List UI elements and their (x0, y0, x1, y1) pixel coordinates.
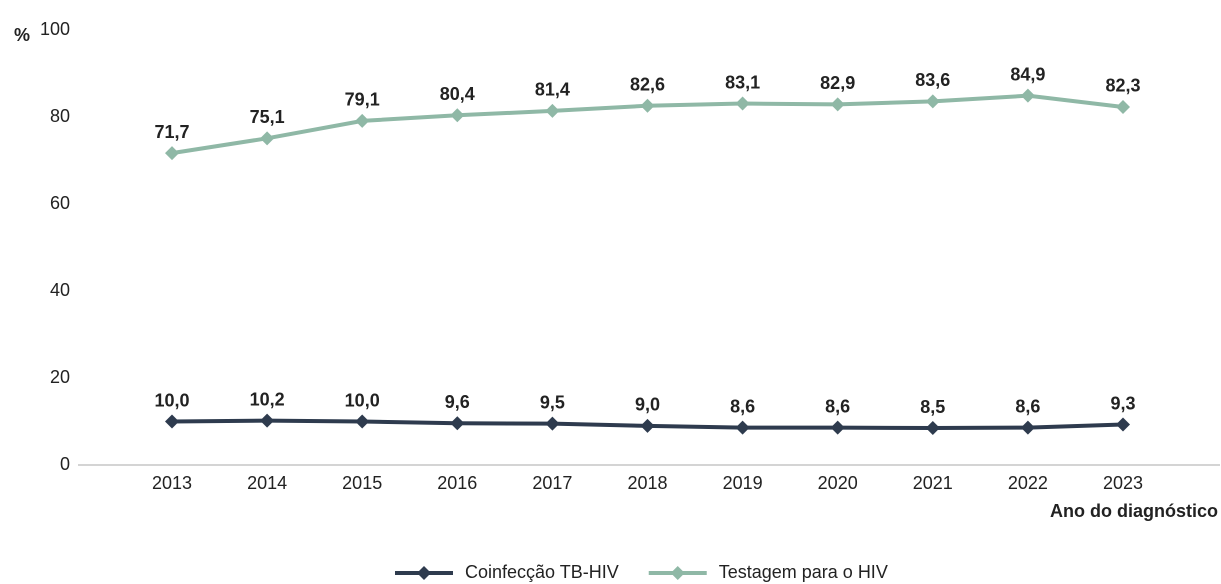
value-label: 10,0 (154, 390, 189, 410)
point (260, 131, 275, 146)
x-tick-label: 2014 (247, 473, 287, 493)
value-label: 83,1 (725, 72, 760, 92)
x-tick-label: 2021 (913, 473, 953, 493)
point (830, 97, 845, 112)
value-label: 71,7 (154, 122, 189, 142)
value-label: 83,6 (915, 70, 950, 90)
x-tick-label: 2013 (152, 473, 192, 493)
value-label: 9,0 (635, 395, 660, 415)
x-tick-label: 2020 (818, 473, 858, 493)
point (450, 108, 465, 123)
point (545, 416, 560, 431)
point (925, 94, 940, 109)
value-label: 79,1 (345, 90, 380, 110)
legend-marker (417, 566, 431, 580)
point (925, 421, 940, 436)
value-label: 8,6 (1015, 396, 1040, 416)
x-tick-label: 2016 (437, 473, 477, 493)
value-label: 8,6 (730, 396, 755, 416)
y-axis-label: % (14, 25, 30, 45)
point (260, 413, 275, 428)
point (1116, 417, 1130, 432)
point (450, 416, 465, 431)
point (165, 414, 179, 429)
y-tick-label: 0 (60, 454, 70, 474)
value-label: 82,9 (820, 73, 855, 93)
value-label: 9,6 (445, 392, 470, 412)
x-tick-label: 2019 (723, 473, 763, 493)
value-label: 80,4 (440, 84, 475, 104)
value-label: 75,1 (250, 107, 285, 127)
x-tick-label: 2015 (342, 473, 382, 493)
value-label: 10,2 (250, 389, 285, 409)
x-axis-label: Ano do diagnóstico (1050, 501, 1218, 521)
point (640, 418, 655, 433)
y-tick-label: 100 (40, 19, 70, 39)
point (830, 420, 845, 435)
y-tick-label: 60 (50, 193, 70, 213)
legend-label: Testagem para o HIV (719, 562, 888, 582)
x-tick-label: 2018 (627, 473, 667, 493)
x-tick-label: 2022 (1008, 473, 1048, 493)
point (165, 146, 179, 161)
legend-label: Coinfecção TB-HIV (465, 562, 619, 582)
point (1116, 99, 1130, 114)
value-label: 9,5 (540, 392, 565, 412)
y-tick-label: 20 (50, 367, 70, 387)
value-label: 81,4 (535, 80, 570, 100)
x-tick-label: 2017 (532, 473, 572, 493)
point (1020, 420, 1035, 435)
value-label: 82,6 (630, 74, 665, 94)
value-label: 10,0 (345, 390, 380, 410)
value-label: 82,3 (1105, 76, 1140, 96)
point (355, 414, 370, 429)
y-tick-label: 80 (50, 106, 70, 126)
y-tick-label: 40 (50, 280, 70, 300)
legend-marker (670, 566, 685, 580)
point (735, 96, 750, 111)
x-tick-label: 2023 (1103, 473, 1143, 493)
point (1020, 88, 1035, 103)
value-label: 8,6 (825, 396, 850, 416)
value-label: 8,5 (920, 397, 945, 417)
point (735, 420, 750, 435)
point (545, 103, 560, 118)
point (355, 113, 370, 128)
value-label: 9,3 (1110, 393, 1135, 413)
value-label: 84,9 (1010, 64, 1045, 84)
point (640, 98, 655, 113)
